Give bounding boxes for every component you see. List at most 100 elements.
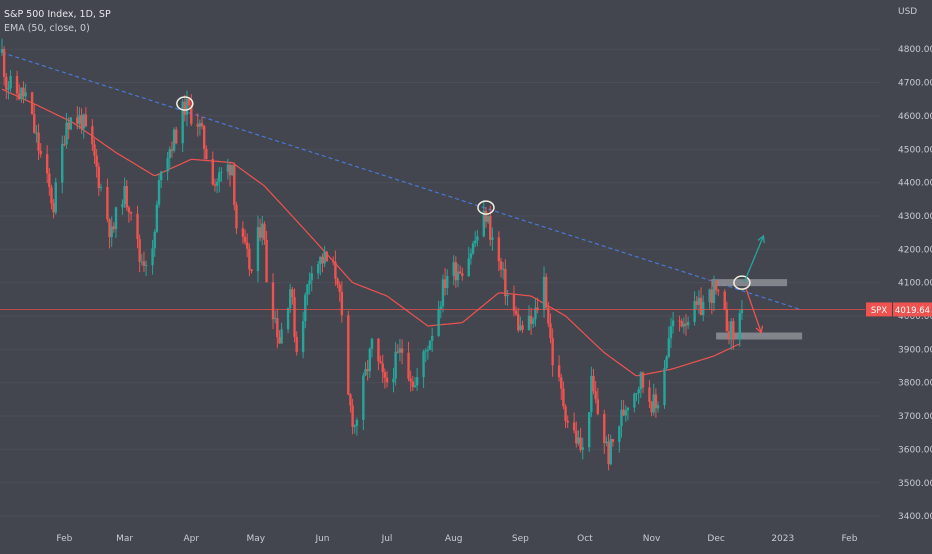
- candle-body[interactable]: [323, 251, 326, 264]
- candle-body[interactable]: [620, 409, 623, 427]
- candle-body[interactable]: [411, 381, 415, 388]
- candle-body[interactable]: [289, 289, 292, 308]
- candle-body[interactable]: [157, 180, 161, 205]
- candle-body[interactable]: [61, 143, 64, 183]
- candle-body[interactable]: [114, 207, 118, 230]
- trend-line[interactable]: [1, 51, 801, 310]
- candle-body[interactable]: [671, 320, 675, 327]
- candle-body[interactable]: [347, 315, 350, 395]
- candle-body[interactable]: [172, 129, 176, 151]
- candle-body[interactable]: [78, 115, 81, 124]
- candle-body[interactable]: [368, 348, 372, 372]
- candle-body[interactable]: [618, 426, 621, 442]
- candle-body[interactable]: [501, 268, 505, 270]
- candle-body[interactable]: [633, 393, 636, 408]
- candle-body[interactable]: [108, 219, 111, 238]
- candle-body[interactable]: [519, 325, 522, 331]
- candle-body[interactable]: [316, 264, 320, 274]
- candle-body[interactable]: [20, 87, 23, 100]
- candle-body[interactable]: [263, 223, 266, 240]
- candle-body[interactable]: [220, 171, 223, 173]
- candle-body[interactable]: [321, 256, 324, 264]
- candle-body[interactable]: [99, 187, 103, 189]
- candle-body[interactable]: [547, 307, 550, 324]
- candle-body[interactable]: [551, 338, 554, 366]
- candle-body[interactable]: [202, 125, 206, 149]
- candle-body[interactable]: [308, 280, 311, 285]
- candle-body[interactable]: [656, 405, 660, 409]
- candle-body[interactable]: [506, 294, 509, 297]
- candle-body[interactable]: [562, 388, 565, 407]
- candle-body[interactable]: [91, 126, 94, 145]
- candle-body[interactable]: [7, 88, 10, 90]
- candle-body[interactable]: [605, 441, 608, 443]
- candle-body[interactable]: [381, 363, 384, 373]
- candle-body[interactable]: [127, 207, 131, 213]
- candle-body[interactable]: [544, 276, 548, 308]
- candle-body[interactable]: [394, 351, 397, 379]
- candle-body[interactable]: [422, 351, 425, 378]
- candle-body[interactable]: [69, 117, 73, 130]
- candle-body[interactable]: [276, 318, 279, 338]
- candle-body[interactable]: [136, 213, 139, 240]
- candle-body[interactable]: [140, 261, 144, 263]
- candle-body[interactable]: [579, 437, 582, 450]
- candle-body[interactable]: [76, 117, 79, 124]
- candle-body[interactable]: [542, 276, 546, 311]
- candle-body[interactable]: [187, 98, 191, 106]
- marked-high-ellipse[interactable]: [733, 275, 751, 290]
- candle-body[interactable]: [697, 297, 701, 306]
- candle-body[interactable]: [144, 265, 148, 267]
- candle-body[interactable]: [714, 280, 718, 291]
- candle-body[interactable]: [639, 372, 643, 390]
- candle-body[interactable]: [351, 405, 354, 427]
- candle-body[interactable]: [153, 231, 156, 249]
- up-arrow-shaft[interactable]: [743, 235, 765, 283]
- candle-body[interactable]: [684, 323, 688, 326]
- candle-body[interactable]: [400, 348, 404, 353]
- candle-body[interactable]: [155, 204, 159, 232]
- candle-body[interactable]: [256, 227, 260, 272]
- candle-body[interactable]: [181, 101, 184, 144]
- candle-body[interactable]: [265, 239, 268, 283]
- candle-body[interactable]: [211, 159, 214, 185]
- candle-body[interactable]: [740, 309, 744, 314]
- candle-body[interactable]: [18, 93, 21, 100]
- candle-body[interactable]: [469, 253, 473, 259]
- candle-body[interactable]: [190, 105, 193, 124]
- candle-body[interactable]: [2, 49, 6, 77]
- candle-body[interactable]: [233, 164, 236, 205]
- candle-body[interactable]: [622, 409, 625, 416]
- candle-body[interactable]: [325, 251, 328, 262]
- candle-body[interactable]: [215, 181, 219, 186]
- candle-body[interactable]: [682, 323, 686, 327]
- candle-body[interactable]: [301, 321, 305, 353]
- candle-body[interactable]: [304, 294, 307, 322]
- candle-body[interactable]: [0, 49, 4, 53]
- candle-body[interactable]: [557, 365, 561, 378]
- candle-body[interactable]: [228, 164, 232, 176]
- candle-body[interactable]: [295, 336, 298, 353]
- candle-body[interactable]: [185, 98, 189, 115]
- candle-body[interactable]: [142, 261, 146, 266]
- candle-body[interactable]: [377, 338, 380, 362]
- candle-body[interactable]: [159, 171, 163, 181]
- candle-body[interactable]: [723, 291, 726, 310]
- candle-body[interactable]: [504, 268, 507, 297]
- candle-body[interactable]: [235, 204, 238, 229]
- candle-body[interactable]: [456, 271, 460, 281]
- candle-body[interactable]: [536, 307, 539, 311]
- candle-body[interactable]: [349, 394, 352, 406]
- candle-body[interactable]: [678, 320, 681, 322]
- candle-body[interactable]: [379, 361, 382, 364]
- candle-body[interactable]: [667, 338, 670, 357]
- candle-body[interactable]: [125, 185, 128, 208]
- marked-high-ellipse[interactable]: [176, 96, 194, 111]
- candle-body[interactable]: [35, 132, 38, 134]
- candle-body[interactable]: [590, 375, 593, 413]
- candle-body[interactable]: [680, 321, 683, 327]
- candle-body[interactable]: [67, 122, 70, 130]
- candle-body[interactable]: [280, 329, 283, 344]
